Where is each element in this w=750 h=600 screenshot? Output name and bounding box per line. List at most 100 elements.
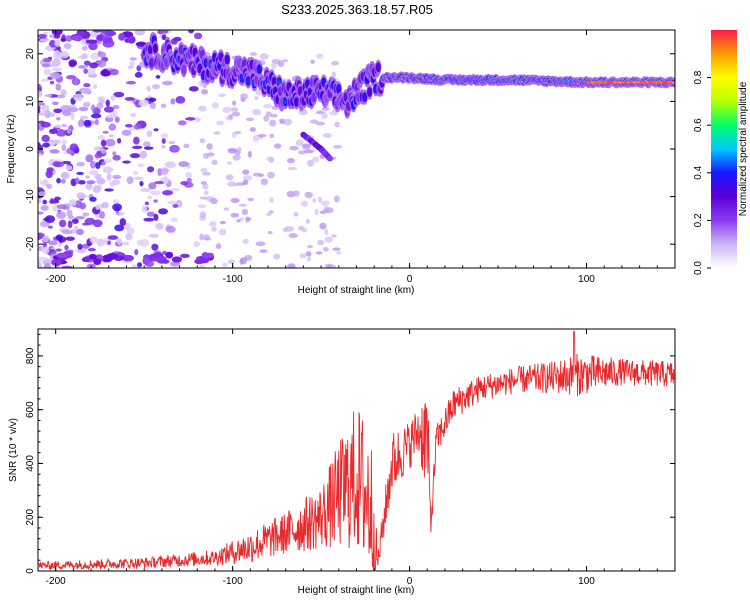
heatmap-cell <box>77 180 86 185</box>
heatmap-cell <box>148 182 157 190</box>
heatmap-cell <box>209 198 218 204</box>
heatmap-cell <box>40 205 49 211</box>
heatmap-cell <box>93 258 102 265</box>
heatmap-cell <box>103 106 114 113</box>
heatmap-cell <box>101 201 109 209</box>
heatmap-y-axis-label: Frequency (Hz) <box>6 115 17 184</box>
heatmap-cell <box>96 102 104 109</box>
heatmap-cell <box>38 90 43 98</box>
heatmap-cell <box>336 251 342 255</box>
heatmap-cell <box>273 253 281 260</box>
heatmap-cell <box>627 81 630 84</box>
heatmap-cell <box>106 252 119 260</box>
heatmap-cell <box>60 178 66 184</box>
heatmap-cell <box>242 238 249 244</box>
x-tick-label: -100 <box>223 274 243 285</box>
heatmap-cell <box>301 227 308 233</box>
heatmap-cell <box>284 225 294 232</box>
heatmap-cell <box>83 83 91 88</box>
y-tick-label: -10 <box>25 189 36 204</box>
y-tick-label: 600 <box>25 401 36 418</box>
heatmap-cell <box>49 39 57 48</box>
heatmap-cell <box>88 42 98 51</box>
heatmap-cell <box>38 83 42 90</box>
heatmap-cell <box>51 101 59 105</box>
heatmap-cell <box>38 256 48 262</box>
heatmap-cell <box>77 243 83 250</box>
snr-x-ticks: -200 -100 0 100 <box>46 329 676 587</box>
heatmap-cell <box>664 81 667 84</box>
heatmap-cell <box>319 222 327 230</box>
heatmap-cell <box>38 232 43 241</box>
heatmap-cell <box>267 171 275 179</box>
heatmap-cell <box>118 212 126 216</box>
heatmap-cell <box>106 114 117 118</box>
heatmap-cell <box>267 231 273 235</box>
heatmap-cell <box>96 177 106 185</box>
heatmap-cell <box>117 255 125 261</box>
heatmap-cell <box>168 140 175 145</box>
heatmap-cell <box>215 243 222 250</box>
heatmap-cell <box>600 81 603 84</box>
heatmap-cell <box>56 177 61 184</box>
heatmap-cell <box>41 104 50 113</box>
heatmap-cell <box>269 197 274 203</box>
heatmap-cell <box>336 86 341 92</box>
heatmap-cell <box>317 196 323 203</box>
heatmap-cell <box>142 141 151 148</box>
heatmap-cell <box>255 241 266 247</box>
heatmap-cell <box>73 93 84 102</box>
heatmap-cell <box>88 170 98 175</box>
heatmap-cell <box>160 167 169 176</box>
heatmap-cell <box>112 154 121 161</box>
heatmap-cell <box>66 128 72 134</box>
y-tick-label: 0 <box>25 146 36 152</box>
heatmap-cell <box>60 38 67 42</box>
heatmap-cell <box>300 200 309 207</box>
heatmap-cell <box>169 144 180 153</box>
heatmap-cell <box>86 180 96 185</box>
heatmap-cell <box>283 98 288 105</box>
heatmap-cell <box>87 247 96 252</box>
heatmap-cell <box>304 149 315 154</box>
heatmap-cell <box>151 243 159 251</box>
heatmap-cell <box>112 105 120 110</box>
heatmap-cell <box>227 181 237 187</box>
heatmap-cell <box>127 35 136 44</box>
heatmap-cell <box>333 195 340 203</box>
heatmap-cell <box>42 235 50 243</box>
heatmap-cell <box>39 38 50 42</box>
heatmap-x-axis-label: Height of straight line (km) <box>298 285 415 296</box>
heatmap-cell <box>49 149 60 154</box>
heatmap-cell <box>61 124 68 128</box>
heatmap-cell <box>81 53 88 60</box>
heatmap-cell <box>130 153 141 159</box>
heatmap-cell <box>671 81 674 84</box>
heatmap-cell <box>89 62 99 69</box>
heatmap-cell <box>44 215 56 223</box>
heatmap-cell <box>252 172 262 177</box>
heatmap-cell <box>95 161 101 169</box>
heatmap-cell <box>602 81 605 84</box>
heatmap-cell <box>277 61 284 68</box>
heatmap-cell <box>153 128 159 132</box>
heatmap-cell <box>42 242 47 248</box>
heatmap-cell <box>117 138 122 144</box>
heatmap-cell <box>112 203 123 212</box>
heatmap-cell <box>40 78 49 82</box>
heatmap-cell <box>147 195 152 200</box>
heatmap-cell <box>183 143 190 149</box>
heatmap-cell <box>114 116 120 123</box>
heatmap-cell <box>607 81 610 84</box>
heatmap-cell <box>102 37 113 44</box>
heatmap-cell <box>305 218 310 224</box>
heatmap-cell <box>292 190 300 197</box>
colorbar-tick-label: 0.6 <box>693 118 704 132</box>
heatmap-cell <box>162 176 169 185</box>
heatmap-cell <box>203 190 209 196</box>
snr-panel: -200 -100 0 100 0 200 400 600 800 Height of str… <box>8 328 676 596</box>
heatmap-cell <box>131 264 138 268</box>
heatmap-cell <box>77 120 83 128</box>
